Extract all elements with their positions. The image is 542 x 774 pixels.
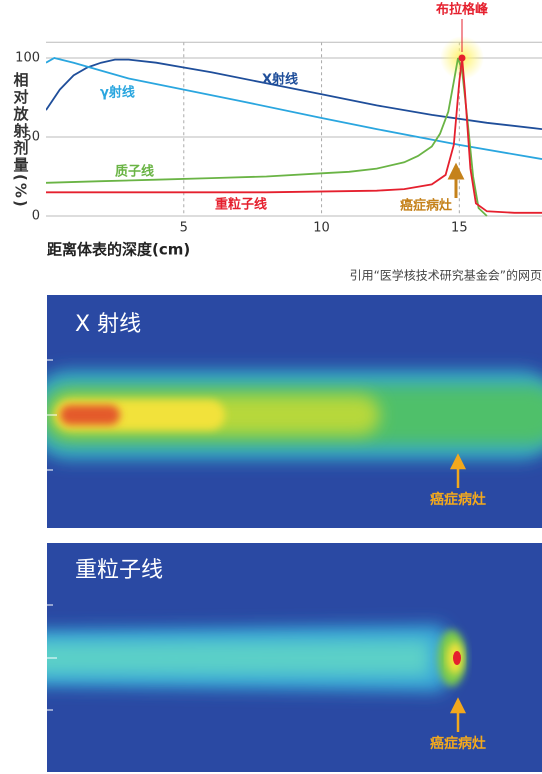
bragg-peak-dot [458, 54, 466, 62]
bragg-peak-label: 布拉格峰 [436, 2, 489, 18]
x-tick-label: 10 [313, 221, 330, 236]
panel-label: X 射线 [75, 312, 141, 337]
y-tick-label: 50 [23, 130, 40, 145]
series-line [46, 57, 542, 214]
panel-xray: X 射线 癌症病灶 [47, 295, 542, 528]
y-tick-label: 100 [15, 51, 40, 66]
y-axis-label: 相对放射剂量(%) [12, 71, 30, 209]
panel-label: 重粒子线 [75, 558, 163, 583]
x-tick-label: 15 [451, 221, 468, 236]
x-tick-label: 5 [180, 221, 188, 236]
series-label: γ射线 [100, 85, 135, 101]
series-label: 重粒子线 [215, 197, 267, 213]
series-label: X射线 [262, 72, 298, 88]
series-line [46, 57, 542, 160]
x-axis-label: 距离体表的深度(cm) [47, 241, 190, 259]
panel-annotation: 癌症病灶 [430, 735, 486, 752]
y-tick-label: 0 [32, 209, 40, 224]
series-label: 质子线 [115, 164, 154, 180]
source-note: 引用“医学核技术研究基金会”的网页 [350, 268, 542, 283]
line-chart: 15 10 5 100 50 0 相对放射剂量(%) 距离体表的深度(cm) 引用“医学核… [12, 2, 542, 283]
tumor-arrow [447, 162, 465, 198]
series-line [46, 58, 542, 130]
panel-heavy: 重粒子线 癌症病灶 [47, 543, 542, 772]
panel-annotation: 癌症病灶 [430, 491, 486, 508]
tumor-label: 癌症病灶 [400, 198, 452, 214]
